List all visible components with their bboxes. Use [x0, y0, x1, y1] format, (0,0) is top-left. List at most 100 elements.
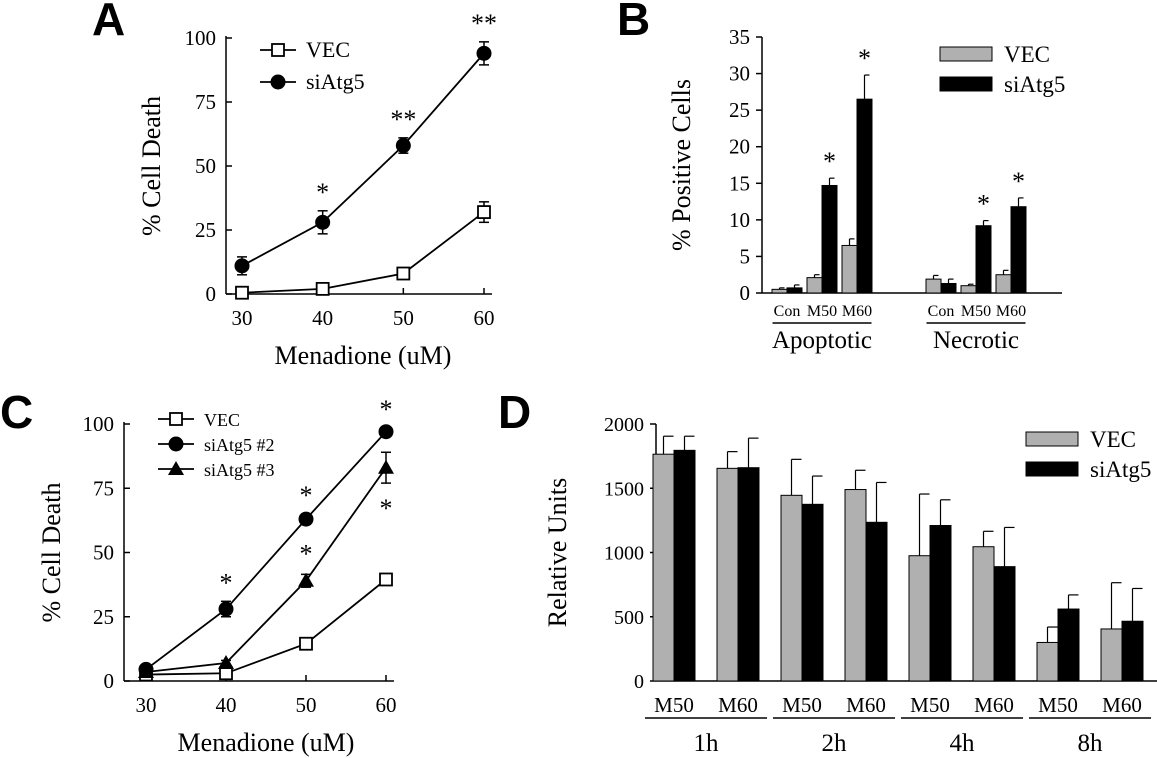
legend-label: siAtg5 [1004, 72, 1065, 97]
bar-siatg5 [929, 525, 952, 682]
bar-siatg5 [856, 98, 873, 294]
y-axis-label: % Cell Death [137, 96, 166, 236]
x-tick-label: 30 [136, 693, 157, 717]
bar-vec [844, 489, 867, 682]
bar-vec [771, 288, 788, 294]
significance-mark: * [977, 190, 990, 219]
y-tick-label: 100 [83, 412, 115, 436]
bar-vec [1036, 641, 1059, 682]
panel-label-a: A [92, 0, 125, 45]
category-label: Con [774, 303, 801, 320]
legend-marker [271, 43, 285, 57]
data-point [379, 572, 393, 587]
bar-siatg5 [993, 566, 1016, 682]
category-label: M50 [1038, 693, 1078, 717]
bar-vec [806, 277, 823, 294]
legend-swatch [939, 46, 993, 62]
panel-a-line-chart: 0 25 50 75 100 30 40 50 60 Menadione (uM) % Cell D… [137, 9, 497, 370]
y-tick-label: 1500 [604, 478, 644, 500]
bar-siatg5 [975, 225, 992, 294]
category-label: Con [928, 303, 955, 320]
x-tick-label: 50 [393, 306, 414, 330]
group-label: 1h [694, 730, 720, 757]
data-point [138, 664, 154, 679]
legend-label: siAtg5 [1090, 457, 1151, 482]
category-label: M50 [910, 693, 950, 717]
category-label: M60 [996, 303, 1026, 320]
y-tick-label: 10 [729, 208, 750, 232]
legend-label: VEC [1004, 42, 1050, 67]
panel-label-d: D [498, 386, 531, 438]
x-tick-label: 60 [474, 306, 495, 330]
legend-label: siAtg5 [306, 69, 365, 94]
series-line [241, 52, 485, 267]
bar-siatg5 [865, 521, 888, 682]
data-point [378, 459, 394, 474]
data-point [299, 636, 313, 651]
bar-vec [908, 555, 931, 682]
y-tick-label: 0 [206, 282, 217, 306]
significance-mark: * [823, 147, 836, 176]
bar-vec [780, 494, 803, 682]
series-line [145, 578, 387, 676]
y-tick-label: 50 [195, 154, 216, 178]
data-point [234, 258, 250, 274]
y-tick-label: 75 [195, 90, 216, 114]
x-tick-label: 50 [296, 693, 317, 717]
legend-swatch [939, 76, 993, 92]
legend-marker [168, 436, 184, 452]
category-label: M60 [974, 693, 1014, 717]
data-point [219, 666, 233, 681]
bar-vec [841, 244, 858, 294]
group-label: 2h [822, 730, 848, 757]
y-tick-label: 50 [93, 541, 114, 565]
bar-siatg5 [940, 282, 957, 294]
y-tick-label: 5 [740, 244, 751, 268]
data-point [477, 205, 491, 219]
legend-swatch [1025, 431, 1079, 447]
y-tick-label: 25 [195, 218, 216, 242]
y-tick-label: 0 [634, 671, 644, 693]
bar-siatg5 [821, 184, 838, 294]
significance-mark: * [1012, 167, 1025, 196]
y-tick-label: 25 [93, 605, 114, 629]
legend-label: VEC [306, 37, 350, 62]
legend-label: VEC [1090, 427, 1136, 452]
data-point [315, 214, 331, 230]
legend-marker [168, 461, 184, 475]
y-tick-label: 75 [93, 476, 114, 500]
legend-marker [169, 412, 183, 426]
bar-vec [960, 285, 977, 294]
group-label: Apoptotic [772, 327, 872, 354]
category-label: M60 [1102, 693, 1142, 717]
data-point [315, 281, 330, 296]
data-point [235, 285, 249, 300]
x-axis-label: Menadione (uM) [178, 728, 355, 757]
category-label: M50 [961, 303, 991, 320]
bar-siatg5 [1121, 620, 1144, 682]
legend-swatch [1025, 461, 1079, 477]
y-tick-label: 15 [729, 171, 750, 195]
panel-d-bar-chart: 0 500 1000 1500 2000 Relative Units M50 M60 M50 M… [543, 414, 1157, 757]
series-line [145, 431, 387, 671]
bar-vec [925, 278, 942, 294]
y-tick-label: 0 [104, 669, 115, 693]
panel-label-b: B [617, 0, 650, 45]
data-point [218, 655, 234, 670]
y-tick-label: 30 [729, 62, 750, 86]
category-label: M50 [807, 303, 837, 320]
bar-siatg5 [801, 503, 824, 682]
data-point [298, 511, 314, 527]
x-tick-label: 30 [232, 306, 253, 330]
category-label: M60 [846, 693, 886, 717]
bar-vec [652, 453, 675, 682]
category-label: M60 [842, 303, 872, 320]
data-point [395, 138, 411, 154]
group-label: 8h [1078, 730, 1104, 757]
bar-siatg5 [673, 449, 696, 682]
significance-mark: * [220, 568, 233, 597]
legend-label: siAtg5 #2 [204, 435, 275, 455]
y-tick-label: 35 [729, 25, 750, 49]
panel-b-bar-chart: 0 5 10 15 20 25 30 35 % Positive Cells Con M50 * M60… [667, 25, 1065, 354]
significance-mark: ** [471, 9, 497, 38]
